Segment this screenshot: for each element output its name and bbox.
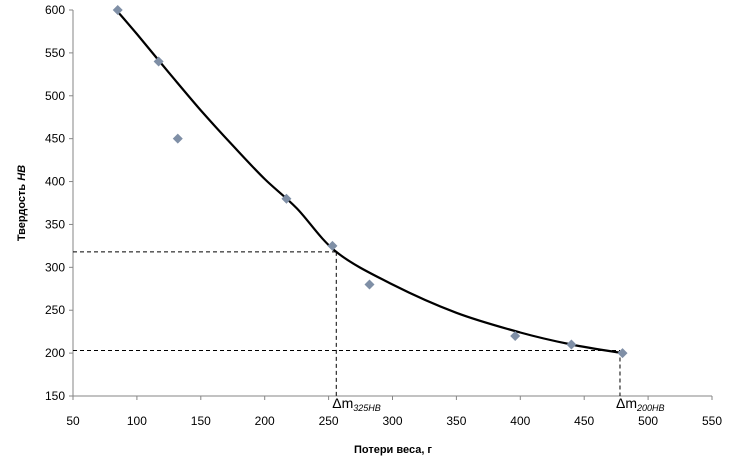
data-point	[510, 330, 521, 341]
trendline-group	[116, 10, 623, 355]
data-point	[566, 339, 577, 350]
y-tick-label: 150	[45, 389, 65, 403]
y-tick-label: 400	[45, 175, 65, 189]
x-tick-label: 450	[574, 414, 594, 428]
x-tick-label: 550	[702, 414, 722, 428]
x-axis-title: Потери веса, г	[354, 444, 432, 456]
trendline	[116, 10, 623, 355]
x-tick-label: 200	[255, 414, 275, 428]
data-points	[112, 5, 628, 359]
data-point	[617, 348, 628, 359]
x-tick-label: 300	[382, 414, 402, 428]
data-point	[172, 133, 183, 144]
data-point	[327, 240, 338, 251]
y-tick-label: 300	[45, 260, 65, 274]
reference-label: Δm200HB	[616, 395, 665, 413]
data-point	[112, 5, 123, 15]
y-axis-title: Твердость HB	[16, 165, 28, 241]
x-tick-label: 250	[319, 414, 339, 428]
labels: Δm325HB Δm200HB	[332, 395, 664, 413]
x-tick-label: 150	[191, 414, 211, 428]
y-tick-label: 450	[45, 132, 65, 146]
reference-lines	[73, 251, 621, 396]
x-tick-label: 500	[638, 414, 658, 428]
reference-label: Δm325HB	[332, 395, 381, 413]
y-tick-label: 200	[45, 346, 65, 360]
y-tick-label: 250	[45, 303, 65, 317]
x-tick-label: 400	[510, 414, 530, 428]
data-point	[153, 56, 164, 67]
axes: 150 200 250 300 350 400 450 500 550 600 50 100 150 20…	[45, 3, 722, 428]
y-tick-label: 600	[45, 3, 65, 17]
x-tick-label: 50	[66, 414, 80, 428]
data-point	[364, 279, 375, 290]
y-tick-label: 500	[45, 89, 65, 103]
x-tick-label: 100	[127, 414, 147, 428]
y-tick-label: 350	[45, 217, 65, 231]
x-tick-label: 350	[446, 414, 466, 428]
data-point	[281, 193, 292, 204]
y-tick-label: 550	[45, 46, 65, 60]
